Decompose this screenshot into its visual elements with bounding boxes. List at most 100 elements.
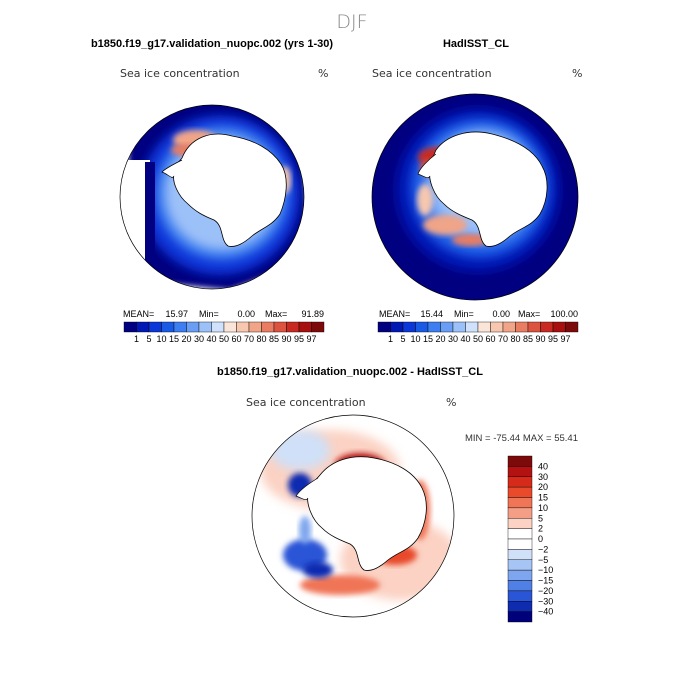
colorbar-swatch [223,321,237,333]
stat-min-label: Min= [199,309,219,319]
colorbar-swatch [261,321,275,333]
stat-min-value: 0.00 [492,309,510,319]
colorbar-swatch [311,321,325,333]
colorbar-swatch [377,321,391,333]
colorbar-tick-label: 10 [156,334,166,344]
panel-observed: HadISST_CL Sea ice concentration % MEAN= [371,38,582,344]
colorbar-swatch [248,321,262,333]
panel-difference-field-label: Sea ice concentration [246,396,366,409]
colorbar-swatch [415,321,429,333]
stat-mean-value: 15.97 [165,309,188,319]
colorbar-swatch [390,321,404,333]
colorbar-swatch [286,321,300,333]
colorbar-swatch [136,321,150,333]
panel-model-stats: MEAN= 15.97 Min= 0.00 Max= 91.89 [123,309,324,319]
colorbar-swatch [123,321,137,333]
colorbar-swatch [507,559,533,571]
colorbar-tick-label: 20 [181,334,191,344]
colorbar-tick-label: 2 [538,524,543,534]
stat-min-label: Min= [454,309,474,319]
colorbar-swatch [186,321,200,333]
colorbar-swatch [236,321,250,333]
colorbar-swatch [507,486,533,498]
panel-model-units: % [318,67,328,80]
colorbar-tick-label: 5 [538,513,543,523]
panel-difference-minmax: MIN = -75.44 MAX = 55.41 [465,433,578,444]
panel-observed-stats: MEAN= 15.44 Min= 0.00 Max= 100.00 [379,309,578,319]
colorbar-swatch [502,321,516,333]
panel-observed-map [371,93,579,301]
colorbar-tick-label: 1 [134,334,139,344]
colorbar-swatch [477,321,491,333]
panel-observed-colorbar: 1 5 10 15 20 30 40 50 60 70 80 85 90 95 97 [377,321,579,344]
colorbar-tick-label: 85 [523,334,533,344]
colorbar-tick-label: −40 [538,607,553,617]
colorbar-tick-label: 80 [256,334,266,344]
panel-model-field-label: Sea ice concentration [120,67,240,80]
colorbar-tick-label: −5 [538,555,548,565]
colorbar-tick-label: 0 [538,534,543,544]
stat-mean-label: MEAN= [379,309,410,319]
colorbar-swatch [507,466,533,477]
colorbar-tick-label: 90 [535,334,545,344]
colorbar-tick-label: 80 [510,334,520,344]
colorbar-tick-label: 30 [538,472,548,482]
colorbar-tick-label: 1 [388,334,393,344]
colorbar-tick-label: 60 [231,334,241,344]
stat-min-value: 0.00 [237,309,255,319]
colorbar-tick-label: 20 [435,334,445,344]
colorbar-swatch [507,476,533,488]
colorbar-swatch [527,321,541,333]
stat-max-label: Max= [265,309,287,319]
panel-observed-units: % [572,67,582,80]
colorbar-swatch [490,321,504,333]
colorbar-tick-label: −2 [538,544,548,554]
colorbar-tick-label: 90 [281,334,291,344]
colorbar-swatch [173,321,187,333]
colorbar-swatch [552,321,566,333]
colorbar-swatch [402,321,416,333]
colorbar-tick-label: 50 [219,334,229,344]
colorbar-tick-label: −10 [538,565,553,575]
colorbar-tick-label: 30 [448,334,458,344]
colorbar-swatch [427,321,441,333]
colorbar-tick-label: 30 [194,334,204,344]
colorbar-tick-label: −30 [538,596,553,606]
stat-mean-value: 15.44 [420,309,443,319]
panel-difference-title: b1850.f19_g17.validation_nuopc.002 - Had… [217,366,483,378]
colorbar-swatch [565,321,579,333]
colorbar-tick-label: 20 [538,482,548,492]
colorbar-swatch [507,580,533,592]
colorbar-swatch [507,569,533,581]
colorbar-tick-label: −15 [538,576,553,586]
panel-difference-map [251,414,455,618]
colorbar-swatch [507,497,533,509]
colorbar-tick-label: 5 [400,334,405,344]
colorbar-tick-label: 40 [460,334,470,344]
colorbar-swatch [298,321,312,333]
colorbar-tick-label: 40 [538,461,548,471]
colorbar-swatch [507,507,533,519]
stat-max-value: 100.00 [550,309,578,319]
colorbar-swatch [452,321,466,333]
colorbar-tick-label: 10 [410,334,420,344]
colorbar-swatch [507,611,533,623]
colorbar-swatch [465,321,479,333]
panel-model-colorbar: 1 5 10 15 20 30 40 50 60 70 80 85 90 95 97 [123,321,325,344]
colorbar-tick-label: 5 [146,334,151,344]
colorbar-tick-label: 95 [294,334,304,344]
colorbar-tick-label: 15 [169,334,179,344]
colorbar-tick-label: 60 [485,334,495,344]
colorbar-swatch [211,321,225,333]
colorbar-tick-label: 15 [538,493,548,503]
colorbar-swatch [161,321,175,333]
stat-max-label: Max= [518,309,540,319]
colorbar-tick-label: 97 [560,334,570,344]
colorbar-swatch [507,538,533,550]
colorbar-swatch [507,528,533,540]
colorbar-swatch [507,601,533,612]
panel-difference: b1850.f19_g17.validation_nuopc.002 - Had… [217,366,578,623]
colorbar-tick-label: 85 [269,334,279,344]
colorbar-tick-label: 50 [473,334,483,344]
